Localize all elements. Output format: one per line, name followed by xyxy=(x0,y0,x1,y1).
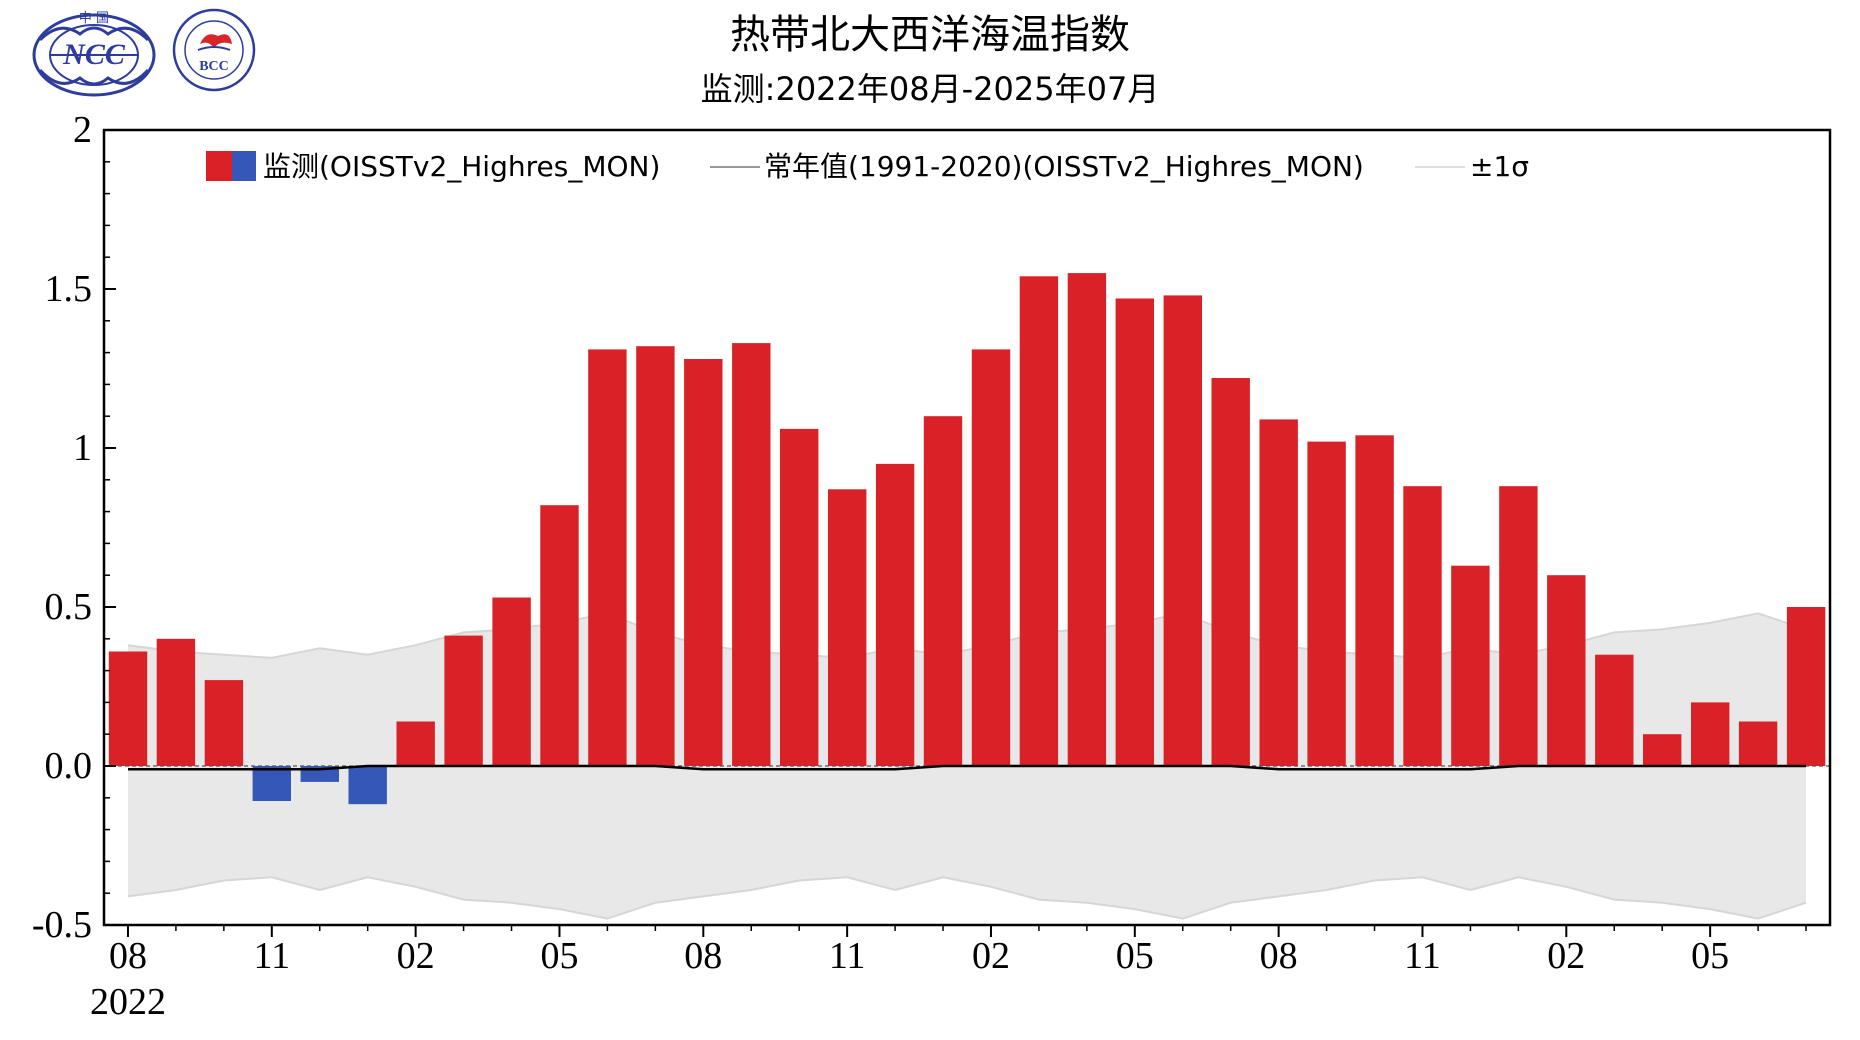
bcc-logo-text: BCC xyxy=(199,59,229,74)
bar-2025-05 xyxy=(1691,702,1730,766)
bar-2024-10 xyxy=(1355,435,1394,766)
x-tick-label: 11 xyxy=(1404,935,1441,977)
bar-2023-03 xyxy=(444,635,483,766)
bar-2024-06 xyxy=(1163,295,1202,766)
bar-2023-06 xyxy=(588,349,627,766)
sigma-lower-line xyxy=(127,876,1807,920)
legend-swatch-negative xyxy=(232,151,256,181)
bar-2023-01 xyxy=(348,766,387,805)
x-tick-label: 11 xyxy=(829,935,866,977)
axes: 2 1.5 1 0.5 0.0 -0.5 08 11 02 05 08 11 02 05 08 11 02 05 2… xyxy=(32,109,1807,1023)
bcc-logo: BCC xyxy=(172,8,256,92)
bar-2023-10 xyxy=(780,428,819,766)
bar-2022-11 xyxy=(252,766,291,801)
bar-2023-02 xyxy=(396,721,435,766)
bar-2024-03 xyxy=(1019,276,1059,766)
ncc-logo-top-text: 中 国 xyxy=(79,11,109,26)
legend: 监测(OISSTv2_Highres_MON) 常年值(1991-2020)(O… xyxy=(206,150,1529,183)
plot-frame xyxy=(102,128,1832,927)
bar-2023-08 xyxy=(684,359,723,766)
bar-2024-08 xyxy=(1259,419,1298,766)
y-tick-label: 0.0 xyxy=(45,745,93,787)
bar-2025-04 xyxy=(1643,734,1682,766)
y-tick-label: 2 xyxy=(73,109,92,151)
bar-2024-07 xyxy=(1211,378,1250,766)
bar-2025-01 xyxy=(1499,486,1538,766)
x-tick-label: 05 xyxy=(1691,935,1729,977)
bar-2025-07 xyxy=(1786,607,1826,766)
x-tick-label: 02 xyxy=(397,935,435,977)
x-tick-label: 05 xyxy=(540,935,578,977)
bar-2022-10 xyxy=(204,680,244,766)
bar-2024-09 xyxy=(1307,441,1346,766)
x-year-label: 2022 xyxy=(90,981,166,1023)
climatology-line xyxy=(128,764,1806,771)
bar-2023-07 xyxy=(636,346,675,766)
legend-label-observed: 监测(OISSTv2_Highres_MON) xyxy=(263,150,660,183)
x-tick-label: 08 xyxy=(109,935,147,977)
legend-swatch-positive xyxy=(206,151,232,181)
ncc-logo: NCC 中 国 xyxy=(32,11,156,97)
bar-2023-05 xyxy=(540,505,579,766)
x-tick-label: 11 xyxy=(254,935,291,977)
bar-series xyxy=(108,273,1826,805)
climatology-series xyxy=(104,764,1830,771)
chart-subtitle: 监测:2022年08月-2025年07月 xyxy=(701,70,1160,108)
bar-2023-04 xyxy=(492,597,531,766)
bar-2024-11 xyxy=(1403,486,1442,766)
bar-2025-02 xyxy=(1547,575,1586,766)
bar-2025-06 xyxy=(1738,721,1778,766)
chart-title: 热带北大西洋海温指数 xyxy=(730,12,1130,58)
legend-label-climatology: 常年值(1991-2020)(OISSTv2_Highres_MON) xyxy=(764,150,1364,183)
bar-2024-04 xyxy=(1067,273,1107,766)
y-tick-label: -0.5 xyxy=(32,904,92,946)
y-tick-label: 1.5 xyxy=(45,268,93,310)
bar-2024-12 xyxy=(1451,565,1490,766)
bar-2024-05 xyxy=(1115,298,1154,766)
x-tick-label: 05 xyxy=(1116,935,1154,977)
bar-2022-09 xyxy=(156,638,196,766)
legend-label-sigma: ±1σ xyxy=(1470,150,1529,183)
x-tick-label: 02 xyxy=(1547,935,1585,977)
y-tick-label: 1 xyxy=(73,427,92,469)
y-tick-label: 0.5 xyxy=(45,586,93,628)
x-tick-label: 08 xyxy=(1260,935,1298,977)
x-tick-label: 02 xyxy=(972,935,1010,977)
bar-2023-12 xyxy=(875,463,915,766)
x-tick-label: 08 xyxy=(684,935,722,977)
bar-2023-11 xyxy=(828,489,867,766)
bar-2022-08 xyxy=(108,651,148,766)
bar-2023-09 xyxy=(732,343,771,766)
bar-2025-03 xyxy=(1595,654,1634,766)
ncc-logo-text: NCC xyxy=(62,38,126,71)
bar-2024-02 xyxy=(971,349,1011,766)
bar-2024-01 xyxy=(923,416,963,766)
